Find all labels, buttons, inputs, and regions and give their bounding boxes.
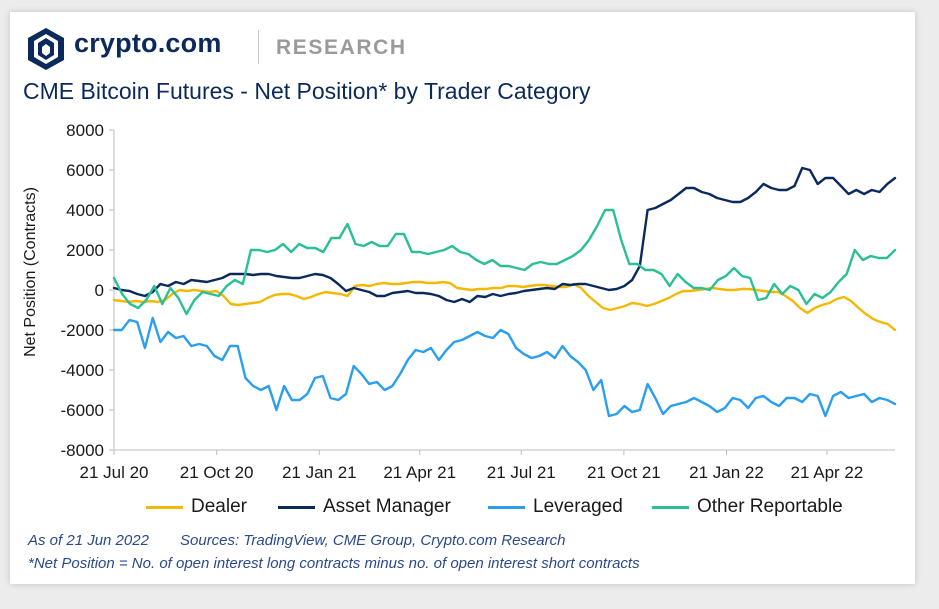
x-tick-label: 21 Oct 21 xyxy=(587,463,661,482)
y-tick-label: 0 xyxy=(95,281,104,300)
line-chart: -8000 -6000 -4000 -2000 0 2000 4000 6000 8000 21 … xyxy=(22,121,897,482)
legend-label-dealer: Dealer xyxy=(191,496,247,517)
x-tick-label: 21 Oct 20 xyxy=(180,463,254,482)
x-tick-label: 21 Jan 22 xyxy=(689,463,764,482)
x-tick-label: 21 Apr 21 xyxy=(383,463,456,482)
legend-item-leveraged: Leveraged xyxy=(488,494,623,520)
footnote-date: As of 21 Jun 2022 xyxy=(28,532,149,549)
header-divider xyxy=(258,30,259,64)
x-tick-label: 21 Jul 20 xyxy=(80,463,149,482)
y-tick-label: 2000 xyxy=(66,241,104,260)
brand-name: crypto.com xyxy=(74,28,222,58)
legend-label-leveraged: Leveraged xyxy=(533,496,623,517)
series-line-leveraged xyxy=(112,316,897,418)
footnote-sources: Sources: TradingView, CME Group, Crypto.… xyxy=(180,532,566,549)
y-axis-label: Net Position (Contracts) xyxy=(22,187,39,357)
legend-label-asset-manager: Asset Manager xyxy=(323,496,451,517)
x-tick-label: 21 Apr 22 xyxy=(791,463,864,482)
y-tick-label: 8000 xyxy=(66,121,104,140)
legend-item-asset-manager: Asset Manager xyxy=(278,494,451,520)
y-tick-label: 6000 xyxy=(66,161,104,180)
chart-title: CME Bitcoin Futures - Net Position* by T… xyxy=(23,78,591,104)
y-tick-label: -6000 xyxy=(61,401,104,420)
brand-section: RESEARCH xyxy=(276,36,407,59)
x-tick-label: 21 Jul 21 xyxy=(487,463,556,482)
legend-label-other-reportable: Other Reportable xyxy=(697,496,843,517)
footnote-definition: *Net Position = No. of open interest lon… xyxy=(28,555,640,572)
legend-item-dealer: Dealer xyxy=(146,494,247,520)
legend-item-other-reportable: Other Reportable xyxy=(652,494,843,520)
series-line-other-reportable xyxy=(112,208,897,316)
legend-swatch-asset-manager xyxy=(278,505,315,509)
chart-legend: Dealer Asset Manager Leveraged Other Rep… xyxy=(10,494,915,520)
y-tick-label: -4000 xyxy=(61,361,104,380)
y-tick-label: 4000 xyxy=(66,201,104,220)
y-tick-label: -2000 xyxy=(61,321,104,340)
crypto-com-lion-icon xyxy=(28,28,64,70)
legend-swatch-dealer xyxy=(146,505,183,509)
legend-swatch-leveraged xyxy=(488,505,525,509)
y-tick-label: -8000 xyxy=(61,441,104,460)
x-tick-label: 21 Jan 21 xyxy=(282,463,357,482)
series-lines xyxy=(112,166,897,418)
legend-swatch-other-reportable xyxy=(652,505,689,509)
series-line-dealer xyxy=(112,280,897,332)
axes: -8000 -6000 -4000 -2000 0 2000 4000 6000 8000 21 … xyxy=(61,121,895,482)
chart-card: crypto.com RESEARCH CME Bitcoin Futures … xyxy=(10,12,915,584)
